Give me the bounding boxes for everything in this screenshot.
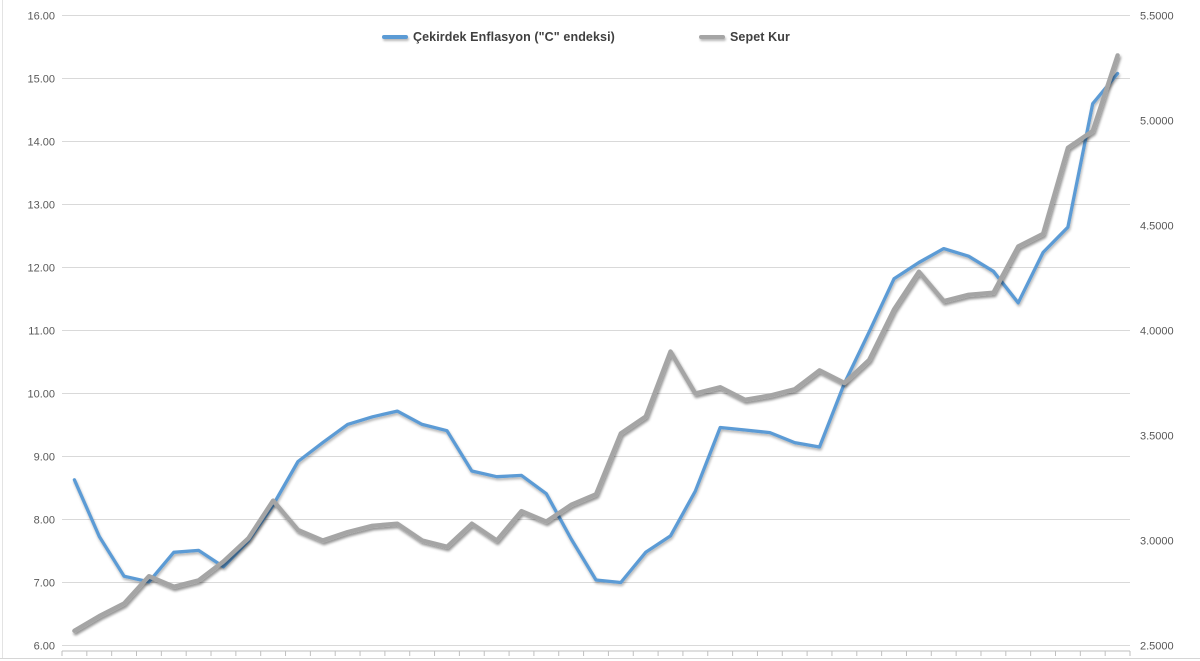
svg-text:16.00: 16.00 [27, 11, 55, 23]
svg-text:15.00: 15.00 [27, 74, 55, 86]
legend-item-core-inflation: Çekirdek Enflasyon ("C" endeksi) [382, 28, 615, 45]
svg-text:5.5000: 5.5000 [1140, 11, 1174, 23]
svg-text:9.00: 9.00 [34, 452, 55, 464]
svg-text:5.0000: 5.0000 [1140, 116, 1174, 128]
legend-label-core-inflation: Çekirdek Enflasyon ("C" endeksi) [413, 29, 615, 44]
svg-text:2.5000: 2.5000 [1140, 641, 1174, 653]
svg-text:7.00: 7.00 [34, 578, 55, 590]
svg-text:13.00: 13.00 [27, 200, 55, 212]
legend-item-sepet-kur: Sepet Kur [699, 28, 790, 45]
series-line-core-inflation [72, 71, 1120, 585]
svg-text:4.0000: 4.0000 [1140, 326, 1174, 338]
svg-text:10.00: 10.00 [27, 389, 55, 401]
legend-label-sepet-kur: Sepet Kur [730, 29, 790, 44]
svg-text:12.00: 12.00 [27, 263, 55, 275]
svg-text:3.5000: 3.5000 [1140, 431, 1174, 443]
svg-text:8.00: 8.00 [34, 515, 55, 527]
svg-text:14.00: 14.00 [27, 137, 55, 149]
svg-text:6.00: 6.00 [34, 641, 55, 653]
svg-text:4.5000: 4.5000 [1140, 221, 1174, 233]
svg-text:3.0000: 3.0000 [1140, 536, 1174, 548]
chart-left-border [2, 0, 3, 658]
legend-line-swatch-blue [382, 34, 408, 39]
svg-text:11.00: 11.00 [28, 326, 55, 338]
chart-bottom-border [0, 658, 1200, 659]
legend-line-swatch-gray [699, 34, 725, 39]
series-line-sepet-kur [72, 53, 1120, 633]
